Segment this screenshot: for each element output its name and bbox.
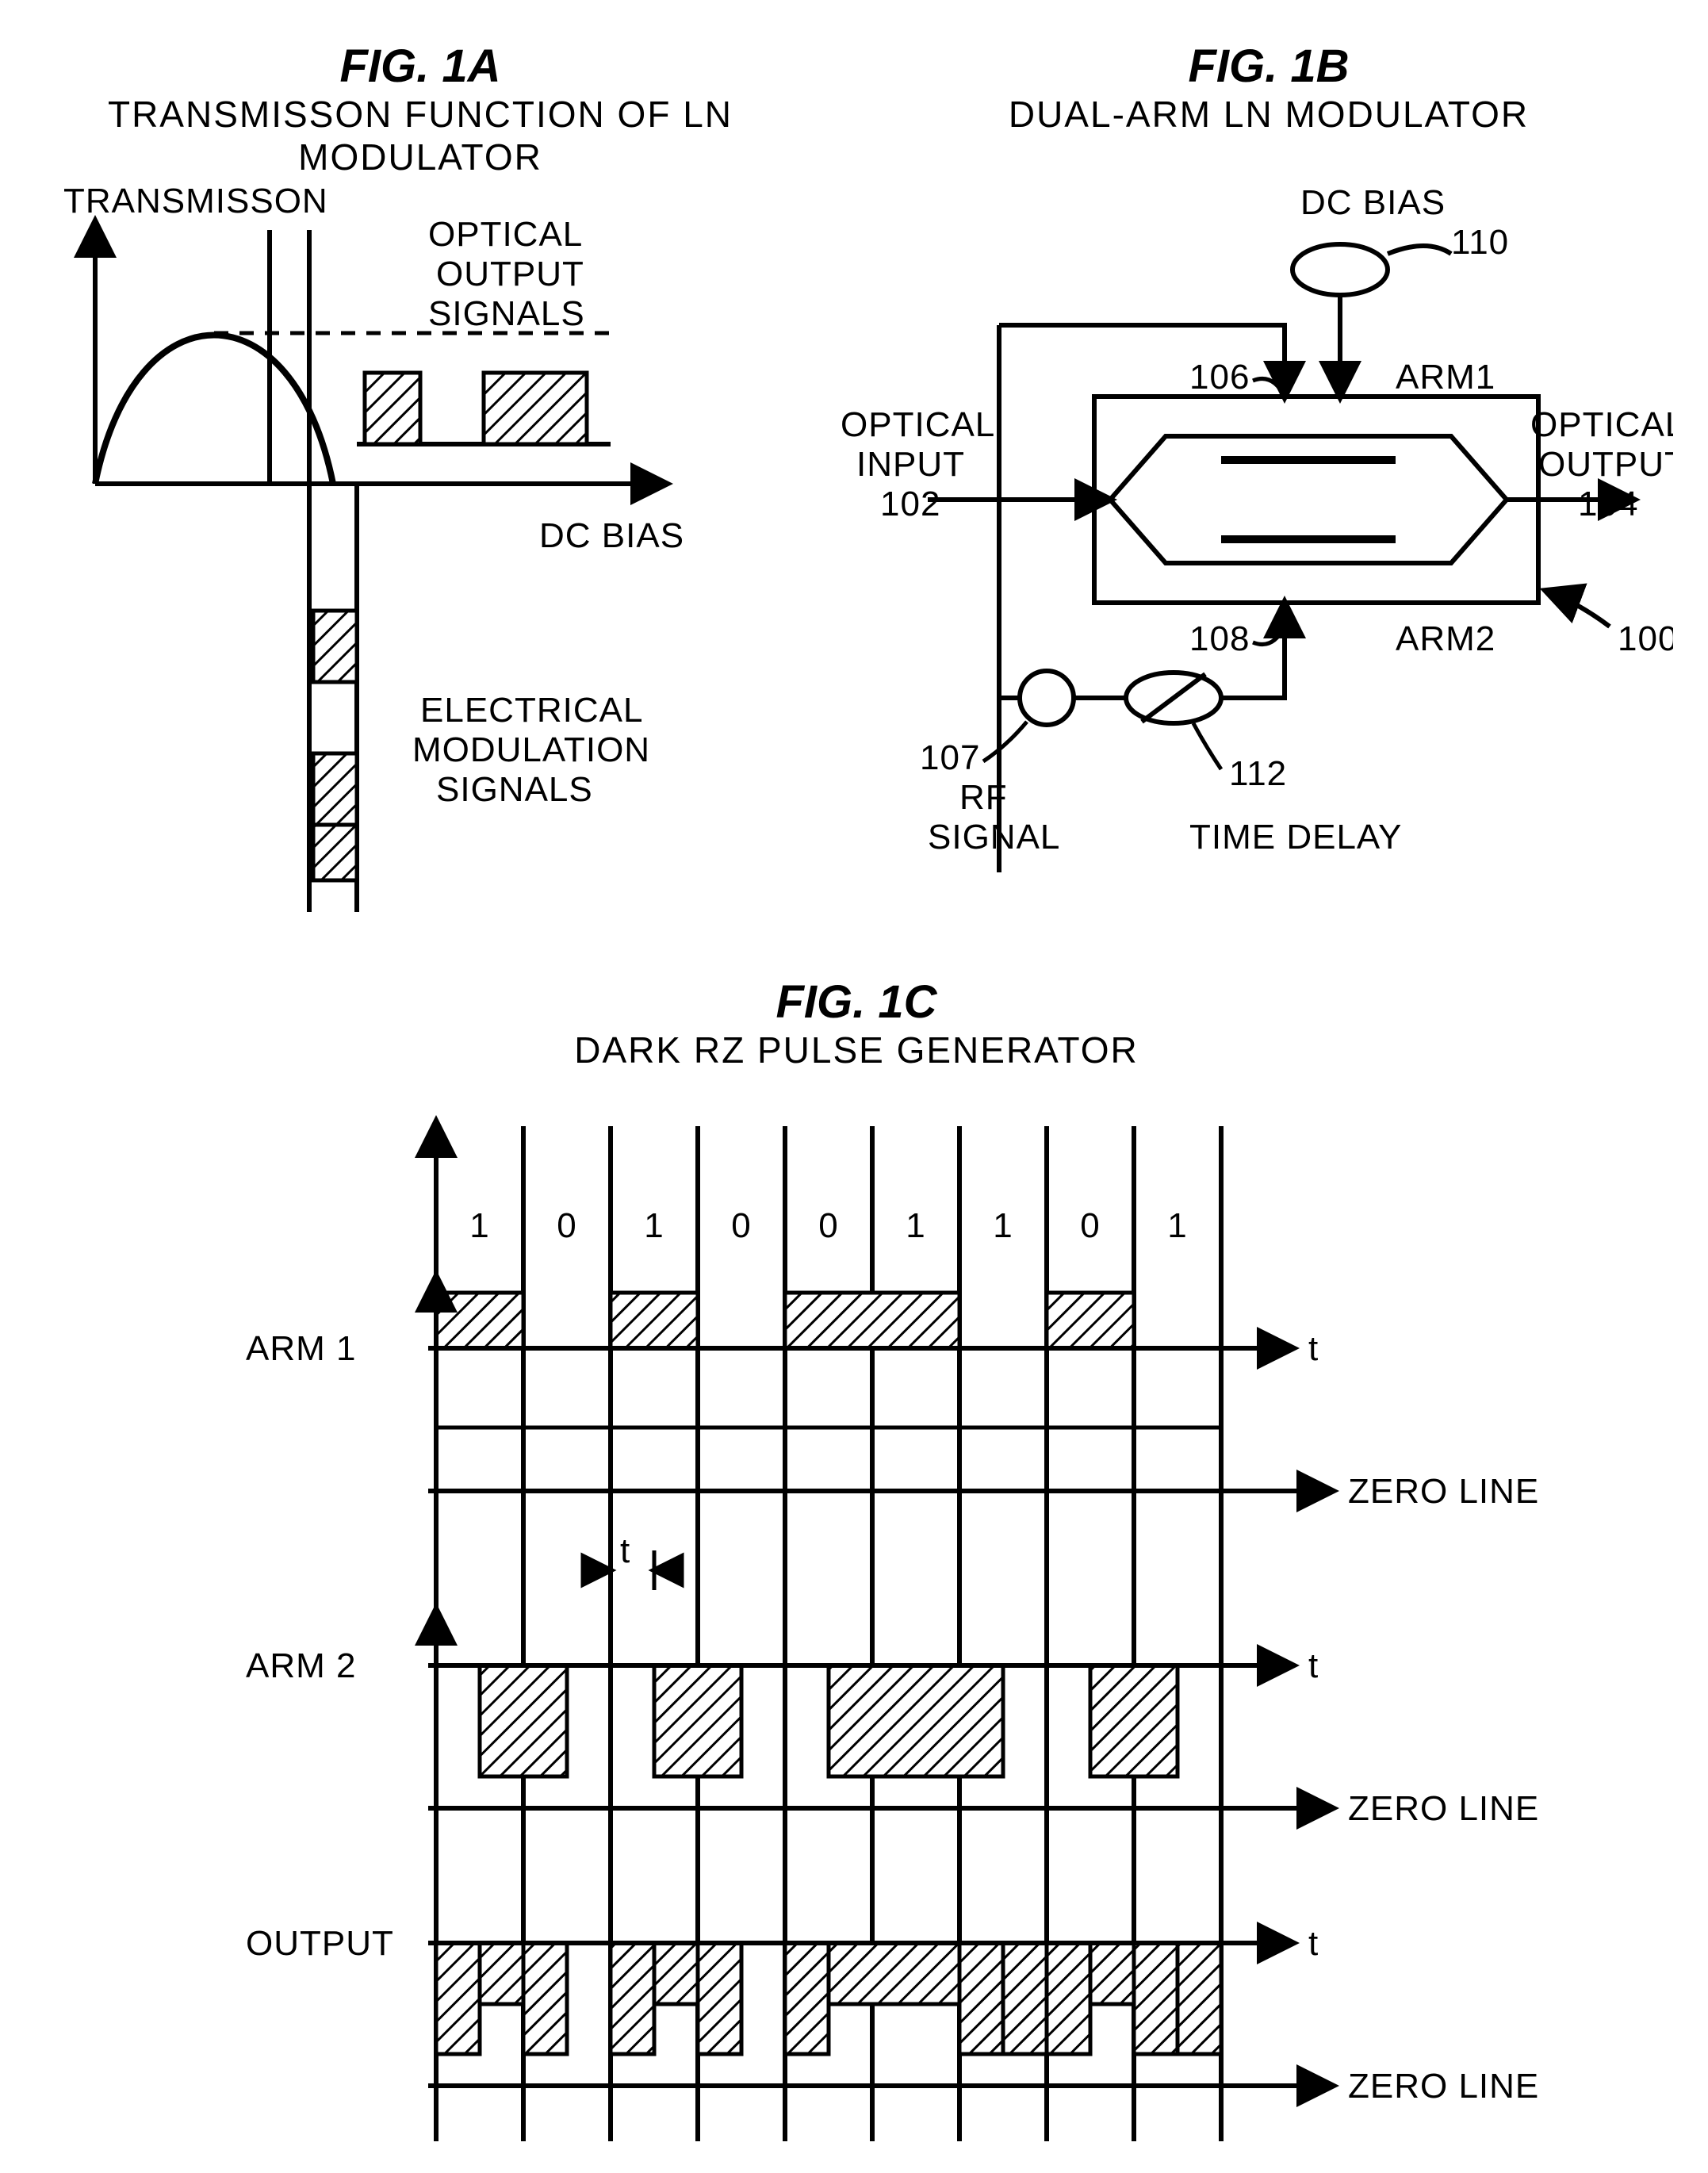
fig1c-bit: 1 [469, 1206, 489, 1245]
fig1b-arm2-label: ARM2 [1396, 619, 1495, 658]
fig1c-bit: 1 [993, 1206, 1013, 1245]
fig1c-title: FIG. 1C [381, 975, 1332, 1029]
fig1b-rf-2: SIGNAL [928, 818, 1060, 857]
fig1b-subtitle: DUAL-ARM LN MODULATOR [912, 93, 1626, 136]
fig1a-elec-label-2: MODULATION [412, 730, 650, 769]
fig1a-optical-label-1: OPTICAL [428, 215, 583, 254]
fig1c-bit: 0 [1080, 1206, 1100, 1245]
fig1c-chart: 1 0 1 0 0 1 1 0 1 t ARM 1 t ARM 2 t t OUTPUT ZERO LINE ZE… [198, 1047, 1546, 2173]
fig1b-dcbias-label: DC BIAS [1300, 183, 1446, 222]
fig1b-ref107: 107 [920, 738, 980, 777]
fig1c-bit: 1 [906, 1206, 925, 1245]
fig1c-arm2-label: ARM 2 [246, 1646, 356, 1685]
fig1b-rf-1: RF [959, 778, 1008, 817]
fig1c-t-label: t [1308, 1329, 1319, 1368]
fig1b-diagram: DC BIAS 110 ARM1 106 ARM2 108 100 OPTICA… [841, 159, 1673, 912]
fig1b-arm1-label: ARM1 [1396, 358, 1495, 397]
fig1b-ref112: 112 [1229, 754, 1287, 793]
fig1a-dcbias-label: DC BIAS [539, 516, 684, 555]
fig1c-zero-line-label: ZERO LINE [1348, 1472, 1539, 1511]
fig1a-elec-label-3: SIGNALS [436, 770, 593, 809]
fig1a-elec-label-1: ELECTRICAL [420, 691, 643, 730]
fig1a-optical-label-2: OUTPUT [436, 255, 584, 293]
fig1c-zero-line-label: ZERO LINE [1348, 2067, 1539, 2106]
fig1c-bit: 0 [818, 1206, 838, 1245]
fig1b-ref106: 106 [1189, 358, 1250, 397]
fig1b-ref104: 104 [1578, 485, 1638, 523]
fig1c-output-label: OUTPUT [246, 1924, 394, 1963]
fig1a-title: FIG. 1A [63, 40, 777, 93]
fig1c-bit: 1 [644, 1206, 664, 1245]
fig1b-optin-2: INPUT [856, 445, 965, 484]
fig1c-bit: 1 [1167, 1206, 1187, 1245]
fig1b-optout-2: OUTPUT [1538, 445, 1673, 484]
fig1c-bit: 0 [731, 1206, 751, 1245]
fig1b-ref102: 102 [880, 485, 940, 523]
fig1b-ref110: 110 [1451, 223, 1509, 262]
fig1c-t-label: t [1308, 1646, 1319, 1685]
fig1c-bit: 0 [557, 1206, 576, 1245]
fig1b-optout-1: OPTICAL [1530, 405, 1673, 444]
fig1b-optin-1: OPTICAL [841, 405, 995, 444]
fig1b-ref100: 100 [1618, 619, 1673, 658]
fig1b-ref108: 108 [1189, 619, 1250, 658]
fig1c-arm1-label: ARM 1 [246, 1329, 356, 1368]
fig1c-t-label: t [1308, 1924, 1319, 1963]
fig1b-title: FIG. 1B [912, 40, 1626, 93]
fig1c-zero-line-label: ZERO LINE [1348, 1789, 1539, 1828]
fig1c-tau-label: t [620, 1531, 630, 1570]
fig1a-chart: TRANSMISSON DC BIAS OPTICAL OUTPUT SIGNA… [40, 151, 833, 944]
fig1b-time-delay: TIME DELAY [1189, 818, 1402, 857]
fig1a-transmission-label: TRANSMISSON [63, 182, 328, 220]
fig1a-optical-label-3: SIGNALS [428, 294, 585, 333]
